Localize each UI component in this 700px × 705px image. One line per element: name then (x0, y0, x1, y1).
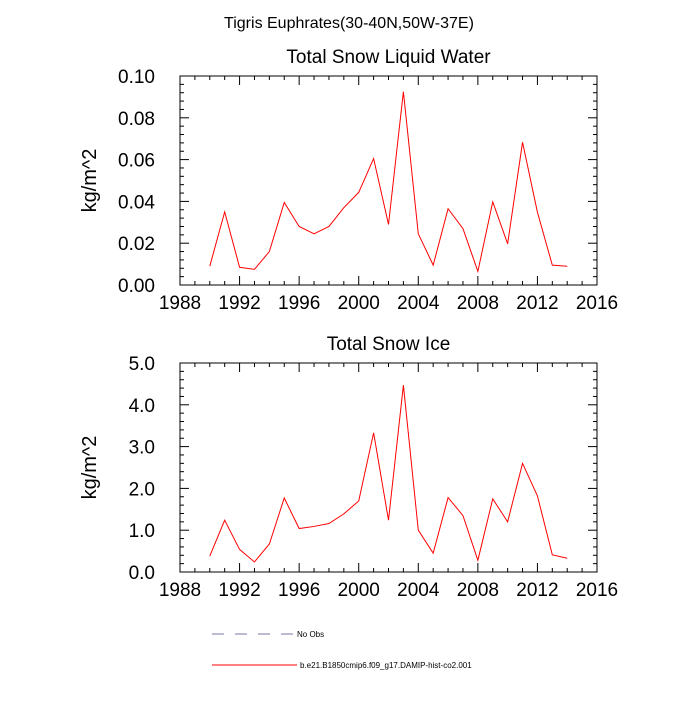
y-tick-label: 0.08 (118, 109, 155, 130)
figure-main-title: Tigris Euphrates(30-40N,50W-37E) (224, 15, 474, 32)
x-tick-label: 1992 (218, 580, 260, 601)
chart-panel-2: Total Snow Ice kg/m^2 1988 1992 1996 2000 2004… (79, 334, 618, 601)
y-tick-label: 0.10 (118, 67, 155, 88)
y-axis-label: kg/m^2 (79, 149, 101, 213)
plot-frame (179, 362, 598, 573)
x-tick-label: 2012 (516, 293, 558, 314)
x-tick-label: 1992 (218, 293, 260, 314)
x-tick-label: 2000 (338, 580, 380, 601)
legend-label: b.e21.B1850cmip6.f09_g17.DAMIP-hist-co2.… (300, 661, 472, 670)
y-tick-label: 5.0 (129, 354, 155, 375)
y-tick-label: 4.0 (129, 396, 155, 417)
x-tick-label: 2000 (338, 293, 380, 314)
y-tick-label: 3.0 (129, 438, 155, 459)
legend-label: No Obs (297, 630, 324, 639)
panel-title: Total Snow Ice (327, 334, 451, 355)
x-tick-label: 2016 (576, 293, 618, 314)
y-tick-label: 0.04 (118, 192, 155, 213)
x-tick-label: 1988 (159, 293, 201, 314)
series-line (209, 385, 568, 563)
y-tick-label: 0.0 (129, 563, 155, 584)
panel-title: Total Snow Liquid Water (286, 47, 491, 68)
x-tick-label: 2008 (457, 580, 499, 601)
x-tick-label: 2008 (457, 293, 499, 314)
y-axis-label: kg/m^2 (79, 436, 101, 500)
x-tick-label: 2012 (516, 580, 558, 601)
x-tick-label: 2004 (397, 580, 440, 601)
x-tick-label: 1996 (278, 580, 320, 601)
chart-panel-1: Total Snow Liquid Water kg/m^2 1988 1992 199… (79, 47, 618, 314)
y-tick-label: 0.00 (118, 276, 155, 297)
y-tick-label: 0.06 (118, 151, 155, 172)
y-tick-label: 0.02 (118, 234, 155, 255)
x-tick-label: 2004 (397, 293, 440, 314)
x-tick-label: 1996 (278, 293, 320, 314)
x-tick-label: 2016 (576, 580, 618, 601)
plot-frame (179, 75, 598, 286)
legend: No Obs b.e21.B1850cmip6.f09_g17.DAMIP-his… (212, 630, 472, 670)
x-tick-label: 1988 (159, 580, 201, 601)
y-tick-label: 1.0 (129, 521, 155, 542)
series-line (209, 91, 568, 274)
y-tick-label: 2.0 (129, 479, 155, 500)
